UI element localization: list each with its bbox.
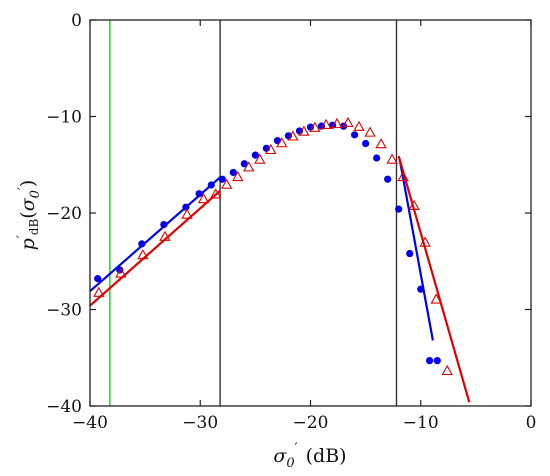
data-point-red	[298, 125, 310, 136]
x-tick-label: −40	[72, 413, 108, 433]
data-point-blue	[295, 127, 304, 135]
fit-line-3	[397, 155, 471, 403]
data-point-red	[331, 117, 343, 128]
data-point-red	[320, 118, 332, 129]
data-point-red	[209, 188, 222, 199]
data-point-red	[430, 293, 442, 304]
data-point-red	[386, 153, 398, 164]
data-point-blue	[417, 285, 425, 293]
data-point-red	[342, 116, 354, 128]
data-point-blue	[160, 220, 168, 229]
axes-frame	[89, 19, 532, 407]
data-point-red	[419, 236, 431, 247]
plot-area	[89, 20, 471, 406]
data-point-red	[115, 267, 127, 278]
data-point-red	[232, 170, 244, 182]
data-point-red	[265, 143, 277, 155]
data-point-red	[375, 138, 387, 149]
data-point-red	[181, 208, 193, 219]
data-point-blue	[240, 160, 248, 168]
data-point-blue	[406, 249, 414, 258]
data-point-blue	[284, 132, 293, 140]
data-point-blue	[433, 357, 441, 365]
data-point-blue	[182, 203, 190, 211]
y-axis-label: p′dB(σ0′)	[15, 180, 43, 251]
data-point-blue	[425, 357, 434, 365]
data-point-red	[441, 364, 453, 376]
y-tick-label: 0	[71, 11, 82, 31]
x-tick-label: 0	[526, 413, 537, 433]
data-point-blue	[362, 139, 370, 148]
data-point-red	[287, 130, 299, 141]
fit-line-1	[89, 189, 221, 307]
data-point-red	[197, 193, 210, 204]
data-point-blue	[251, 151, 259, 159]
data-point-red	[353, 120, 365, 131]
data-point-red	[254, 153, 266, 164]
y-tick-label: −30	[46, 301, 82, 321]
data-point-red	[408, 199, 420, 211]
x-tick-label: −20	[293, 413, 329, 433]
y-tick-label: −20	[46, 204, 82, 224]
data-point-blue	[218, 175, 226, 183]
y-tick-label: −40	[46, 397, 82, 417]
data-point-red	[276, 137, 288, 148]
data-point-blue	[229, 168, 237, 177]
data-point-red	[309, 121, 321, 132]
data-point-red	[93, 286, 105, 297]
x-tick-label: −30	[182, 413, 218, 433]
data-point-blue	[195, 190, 203, 198]
data-point-blue	[94, 275, 102, 283]
data-point-blue	[306, 123, 315, 131]
data-point-red	[243, 161, 255, 172]
x-tick-label: −10	[403, 413, 439, 433]
data-point-red	[221, 178, 233, 189]
data-point-blue	[373, 154, 381, 162]
data-point-blue	[395, 205, 403, 213]
fit-line-2	[398, 159, 434, 341]
axis-ticks: −40 −30 −20 −10 0 0 −10 −20 −30 −40	[46, 11, 536, 433]
data-point-blue	[207, 181, 215, 189]
data-point-blue	[351, 131, 359, 139]
data-point-red	[159, 230, 171, 241]
data-point-blue	[138, 240, 146, 248]
data-point-red	[364, 126, 376, 137]
data-point-red	[397, 170, 409, 182]
y-tick-label: −10	[46, 108, 82, 128]
x-axis-label: σ0′ (dB)	[273, 441, 346, 471]
data-point-red	[137, 249, 149, 260]
data-point-blue	[384, 175, 392, 183]
